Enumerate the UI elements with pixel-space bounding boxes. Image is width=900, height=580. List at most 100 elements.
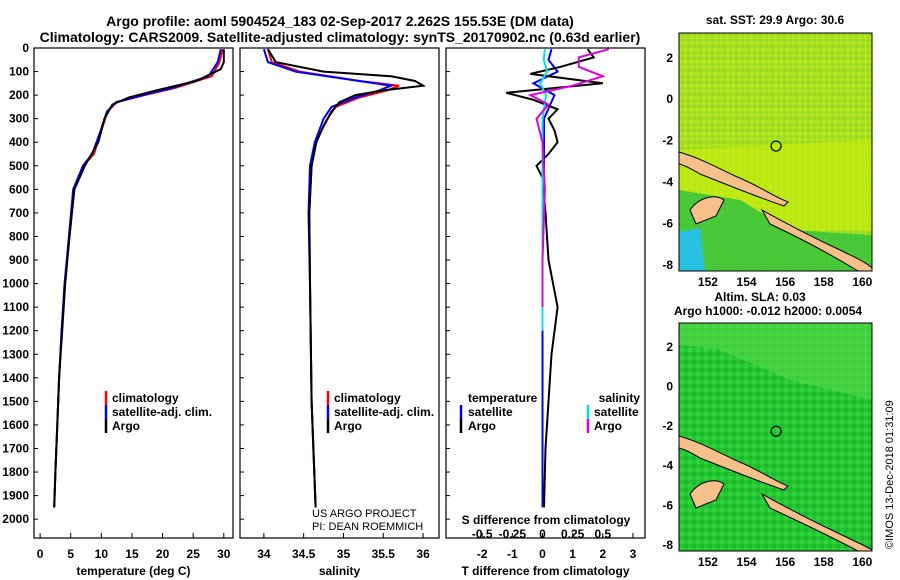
y-tick-label: 100 (9, 65, 29, 79)
salinity-panel-frame (239, 47, 440, 539)
x-tick-label: -2 (477, 547, 488, 561)
legend-header-temperature: temperature (468, 391, 538, 405)
legend-label-argo: Argo (112, 419, 140, 433)
y-tick-label: 0 (22, 41, 29, 55)
sla-land-solomon (760, 492, 873, 552)
sst-land-solomon (760, 208, 873, 272)
sst-map-title: sat. SST: 29.9 Argo: 30.6 (706, 13, 845, 27)
credit-pi: PI: DEAN ROEMMICH (312, 521, 423, 533)
sst-map-frame (678, 32, 873, 272)
series-line-s-satellite (538, 49, 549, 331)
difference-legend-temperature: temperature satellite Argo (459, 391, 538, 433)
x-tick-label: 0 (37, 547, 44, 561)
y-tick-label: 800 (9, 229, 29, 243)
x-tick-label: 34 (257, 547, 271, 561)
argo-location-marker (770, 425, 782, 437)
legend-label-s-satellite: satellite (594, 405, 639, 419)
x-tick-label: 10 (95, 547, 109, 561)
series-line-climatology (53, 48, 224, 508)
y-tick-label: 1900 (2, 489, 29, 503)
y-tick-label: 1100 (3, 300, 29, 314)
temperature-panel-frame (33, 47, 234, 539)
legend-label-satellite: satellite-adj. clim. (334, 405, 434, 419)
map-y-tick-label: 2 (666, 340, 673, 354)
s-tick-label: -0.25 (499, 527, 527, 541)
map-y-tick-label: -8 (662, 538, 673, 552)
s-tick-label: 0.5 (594, 527, 611, 541)
salinity-legend: climatology satellite-adj. clim. Argo (326, 391, 434, 433)
map-x-tick-label: 156 (775, 275, 795, 289)
map-x-tick-label: 158 (814, 275, 834, 289)
sst-land-newguinea (678, 151, 789, 207)
map-x-tick-label: 158 (814, 555, 834, 569)
x-tick-label: 3 (630, 547, 637, 561)
map-x-tick-label: 154 (737, 555, 757, 569)
y-tick-label: 2000 (2, 512, 29, 526)
y-tick-label: 1200 (2, 324, 29, 338)
imos-stamp: ©IMOS 13-Dec-2018 01:31:09 (884, 400, 896, 549)
legend-label-climatology: climatology (334, 391, 401, 405)
argo-location-marker (770, 140, 782, 152)
y-tick-label: 1800 (2, 465, 29, 479)
map-y-tick-label: -2 (662, 419, 673, 433)
sst-warm-band (679, 140, 872, 230)
map-x-tick-label: 154 (737, 275, 757, 289)
legend-label-satellite: satellite-adj. clim. (112, 405, 212, 419)
y-tick-label: 900 (9, 253, 29, 267)
x-tick-label: 20 (156, 547, 170, 561)
series-line-s-argo (527, 48, 610, 308)
y-tick-label: 1300 (2, 347, 29, 361)
series-line-t-argo (506, 48, 603, 508)
y-tick-label: 1000 (2, 277, 29, 291)
map-x-tick-label: 160 (852, 555, 872, 569)
series-line-argo (53, 49, 225, 508)
x-tick-label: 25 (187, 547, 201, 561)
difference-panel-frame (445, 47, 646, 539)
legend-label-t-argo: Argo (468, 419, 496, 433)
map-y-tick-label: -4 (662, 175, 673, 189)
map-y-tick-label: -8 (662, 258, 673, 272)
sla-map-frame (678, 322, 873, 552)
x-tick-label: 34.5 (292, 547, 316, 561)
sla-map-title-line1: Altim. SLA: 0.03 (714, 290, 806, 304)
legend-label-climatology: climatology (112, 391, 179, 405)
map-x-tick-label: 156 (775, 555, 795, 569)
s-tick-label: 0.25 (561, 527, 585, 541)
y-tick-label: 1400 (2, 371, 29, 385)
map-x-tick-label: 160 (852, 275, 872, 289)
s-difference-label: S difference from climatology (462, 513, 631, 527)
y-tick-label: 1500 (2, 394, 29, 408)
map-x-tick-label: 152 (698, 555, 718, 569)
y-tick-label: 300 (9, 112, 29, 126)
series-line-argo (267, 48, 427, 508)
figure-title-line2: Climatology: CARS2009. Satellite-adjuste… (40, 29, 641, 45)
x-tick-label: 35 (337, 547, 351, 561)
sla-land-newbritain (689, 480, 725, 509)
map-y-tick-label: 0 (666, 379, 673, 393)
map-y-tick-label: -6 (662, 216, 673, 230)
x-tick-label: 5 (67, 547, 74, 561)
sla-map: Altim. SLA: 0.03 Argo h1000: -0.012 h200… (674, 290, 873, 552)
series-line-satellite-adj-clim- (53, 48, 222, 508)
legend-header-salinity: salinity (599, 391, 641, 405)
y-tick-label: 1700 (2, 441, 29, 455)
x-tick-label: 0 (539, 547, 546, 561)
series-line-climatology (266, 48, 400, 508)
y-tick-label: 400 (9, 135, 29, 149)
map-y-tick-label: 2 (666, 51, 673, 65)
x-tick-label: 1 (569, 547, 576, 561)
x-tick-label: 30 (217, 547, 231, 561)
x-axis-label: temperature (deg C) (76, 564, 190, 578)
y-tick-label: 600 (9, 182, 29, 196)
sla-land-newguinea (678, 435, 789, 491)
map-y-tick-label: -2 (662, 134, 673, 148)
s-tick-label: 0 (539, 527, 546, 541)
sla-map-title-line2: Argo h1000: -0.012 h2000: 0.0054 (674, 304, 862, 318)
figure-title-line1: Argo profile: aoml 5904524_183 02-Sep-20… (106, 13, 574, 29)
y-tick-label: 200 (9, 88, 29, 102)
credit-project: US ARGO PROJECT (312, 508, 417, 520)
map-y-tick-label: 0 (666, 92, 673, 106)
s-tick-label: -0.5 (472, 527, 493, 541)
difference-legend-salinity: salinity satellite Argo (586, 391, 641, 433)
x-tick-label: 15 (125, 547, 139, 561)
